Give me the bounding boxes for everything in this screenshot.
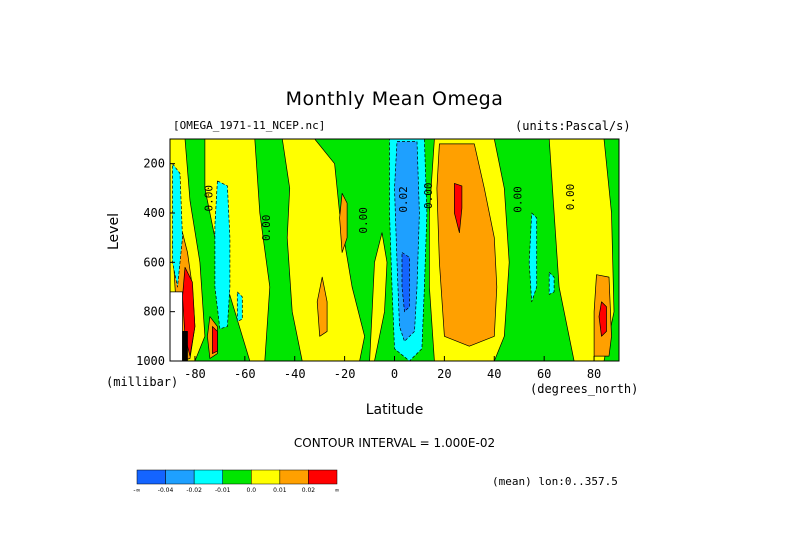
contour-region-19 — [528, 212, 538, 303]
y-tick-label: 800 — [143, 305, 165, 319]
contour-region-8 — [316, 276, 328, 337]
contour-region-14 — [598, 301, 607, 337]
colorbar: -∞ -0.04 -0.02 -0.01 0.0 0.01 0.02 ∞ — [133, 469, 340, 494]
x-axis: -80 -60 -40 -20 0 20 40 60 80 — [184, 356, 601, 381]
colorbar-label: 0.02 — [302, 487, 316, 494]
colorbar-label: ∞ — [335, 487, 340, 494]
units-label: (units:Pascal/s) — [515, 119, 631, 133]
colorbar-label: -0.01 — [215, 487, 231, 494]
colorbar-label: -∞ — [133, 487, 140, 494]
colorbar-swatch — [251, 469, 281, 485]
x-tick-label: 80 — [587, 367, 601, 381]
colorbar-label: 0.01 — [273, 487, 287, 494]
contour-region-12 — [454, 183, 463, 234]
x-tick-label: 0 — [391, 367, 398, 381]
contour-label: 0.02 — [397, 186, 410, 213]
contour-regions — [170, 139, 615, 361]
contour-region-24 — [170, 291, 183, 361]
contour-label: 0.00 — [357, 207, 370, 234]
contour-region-15 — [212, 326, 218, 354]
colorbar-swatch — [136, 469, 166, 485]
y-tick-label: 200 — [143, 157, 165, 171]
contour-region-18 — [172, 163, 183, 288]
contour-labels: 0.00 0.00 0.00 0.02 0.00 0.00 0.00 — [202, 182, 577, 241]
contour-interval-label: CONTOUR INTERVAL = 1.000E-02 — [293, 436, 496, 450]
y-axis: 200 400 600 800 1000 — [136, 157, 175, 368]
colorbar-swatch — [279, 469, 309, 485]
x-tick-label: 20 — [437, 367, 451, 381]
chart-title: Monthly Mean Omega — [285, 88, 504, 110]
x-tick-label: 40 — [487, 367, 501, 381]
contour-region-9 — [339, 192, 348, 253]
x-axis-label: Latitude — [365, 402, 424, 418]
contour-label: 0.00 — [564, 184, 577, 211]
contour-region-5 — [369, 232, 388, 361]
x-axis-units: (degrees_north) — [530, 382, 639, 396]
contour-label: 0.00 — [512, 186, 525, 213]
contour-region-16 — [214, 180, 231, 330]
contour-region-23 — [401, 252, 410, 313]
colorbar-swatch — [222, 469, 252, 485]
y-tick-label: 600 — [143, 255, 165, 269]
contour-region-1 — [281, 139, 365, 361]
x-tick-label: 60 — [537, 367, 551, 381]
contour-label: 0.00 — [202, 185, 215, 212]
colorbar-label: -0.02 — [186, 487, 202, 494]
x-tick-label: -60 — [234, 367, 256, 381]
contour-region-20 — [236, 291, 243, 322]
y-tick-label: 1000 — [136, 354, 165, 368]
x-tick-label: -20 — [334, 367, 356, 381]
colorbar-swatch — [193, 469, 223, 485]
contour-region-22 — [394, 141, 420, 342]
file-label: [OMEGA_1971-11_NCEP.nc] — [173, 119, 326, 132]
colorbar-swatch — [165, 469, 195, 485]
colorbar-label: 0.0 — [247, 487, 257, 494]
contour-label: 0.00 — [260, 215, 273, 242]
contour-region-21 — [548, 271, 555, 295]
contour-region-6 — [436, 143, 498, 347]
contour-region-25 — [182, 331, 188, 361]
colorbar-label: -0.04 — [158, 487, 174, 494]
x-tick-label: -80 — [184, 367, 206, 381]
plot-area: 0.00 0.00 0.00 0.02 0.00 0.00 0.00 — [169, 138, 620, 362]
colorbar-swatch — [308, 469, 338, 485]
mean-longitude-label: (mean) lon:0..357.5 — [492, 475, 618, 488]
x-tick-label: -40 — [284, 367, 306, 381]
contour-label: 0.00 — [422, 182, 435, 209]
y-tick-label: 400 — [143, 206, 165, 220]
y-axis-units: (millibar) — [106, 375, 179, 389]
